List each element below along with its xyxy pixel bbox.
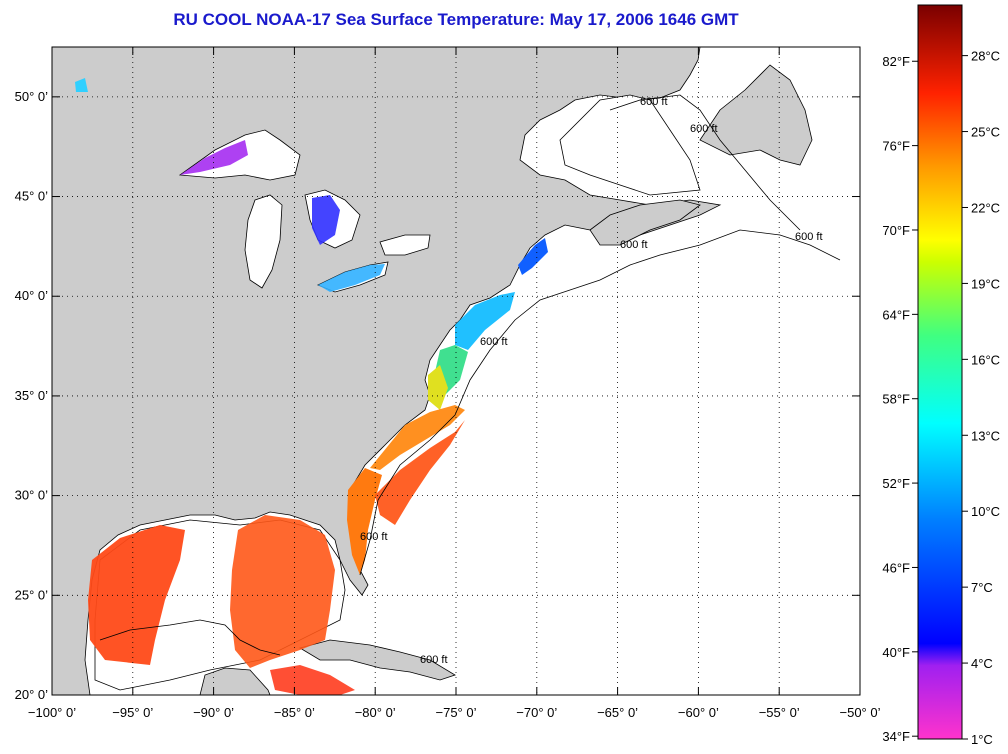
lake-michigan bbox=[244, 194, 283, 289]
contour-label: 600 ft bbox=[480, 336, 508, 348]
sst-swath-gulf-maine bbox=[518, 238, 548, 275]
lon-tick-label: −85° 0’ bbox=[274, 705, 315, 720]
lat-tick-label: 50° 0’ bbox=[15, 89, 49, 104]
colorbar-celsius-label: 4°C bbox=[971, 656, 993, 671]
north-america-land bbox=[52, 47, 722, 695]
contour-label: 600 ft bbox=[640, 96, 668, 108]
labrador-shelf-contour bbox=[609, 94, 801, 231]
newfoundland-land bbox=[699, 64, 813, 166]
graticule bbox=[52, 47, 860, 695]
axis-ticks: −100° 0’ −95° 0’ −90° 0’ −85° 0’ −80° 0’ −75°… bbox=[15, 47, 881, 720]
contour-label: 600 ft bbox=[420, 654, 448, 666]
cuba-land bbox=[298, 639, 456, 681]
sst-swath-caribbean bbox=[270, 665, 355, 695]
shelf-break-contour bbox=[359, 229, 841, 576]
colorbar-ticks: 28°C 25°C 22°C 19°C 16°C 13°C 10°C 7°C 4°C 1°C 82°… bbox=[882, 49, 1000, 747]
lat-tick-label: 40° 0’ bbox=[15, 288, 49, 303]
lon-tick-label: −65° 0’ bbox=[597, 705, 638, 720]
map-title: RU COOL NOAA-17 Sea Surface Temperature:… bbox=[173, 10, 739, 29]
colorbar-fahrenheit-label: 76°F bbox=[882, 139, 910, 154]
gulf-st-lawrence bbox=[559, 94, 701, 196]
colorbar-fahrenheit-label: 82°F bbox=[882, 54, 910, 69]
sst-swath-huron bbox=[312, 195, 340, 245]
nova-scotia-land bbox=[589, 199, 701, 246]
colorbar-celsius-label: 7°C bbox=[971, 580, 993, 595]
lon-tick-label: −80° 0’ bbox=[355, 705, 396, 720]
colorbar-celsius-label: 19°C bbox=[971, 276, 1000, 291]
sst-swath-eastern-gulf bbox=[230, 515, 335, 668]
lon-tick-label: −60° 0’ bbox=[678, 705, 719, 720]
lon-tick-label: −70° 0’ bbox=[516, 705, 557, 720]
contour-label: 600 ft bbox=[795, 231, 823, 243]
colorbar: 28°C 25°C 22°C 19°C 16°C 13°C 10°C 7°C 4°C 1°C 82°… bbox=[882, 4, 1000, 747]
lake-ontario bbox=[379, 234, 431, 256]
colorbar-celsius-label: 13°C bbox=[971, 428, 1000, 443]
contour-label: 600 ft bbox=[690, 123, 718, 135]
colorbar-fahrenheit-label: 52°F bbox=[882, 476, 910, 491]
lat-tick-label: 35° 0’ bbox=[15, 388, 49, 403]
sst-swath-chesapeake bbox=[428, 365, 448, 410]
yucatan-land bbox=[199, 667, 271, 695]
sst-swath-western-gulf bbox=[88, 525, 185, 665]
sst-swath-shelf-north bbox=[455, 292, 515, 350]
gulf-shelf-contour bbox=[99, 619, 281, 656]
lon-tick-label: −100° 0’ bbox=[28, 705, 76, 720]
colorbar-fahrenheit-label: 34°F bbox=[882, 729, 910, 744]
sst-swath-carolinas bbox=[370, 405, 465, 470]
sst-swath-erie bbox=[318, 264, 385, 292]
lat-tick-label: 30° 0’ bbox=[15, 488, 49, 503]
colorbar-celsius-label: 22°C bbox=[971, 200, 1000, 215]
lon-tick-label: −55° 0’ bbox=[759, 705, 800, 720]
contour-label: 600 ft bbox=[620, 239, 648, 251]
sst-swath-gulfstream bbox=[375, 420, 465, 525]
lat-tick-label: 45° 0’ bbox=[15, 189, 49, 204]
colorbar-celsius-label: 1°C bbox=[971, 732, 993, 747]
colorbar-gradient bbox=[917, 4, 963, 740]
colorbar-fahrenheit-label: 70°F bbox=[882, 223, 910, 238]
lat-tick-label: 20° 0’ bbox=[15, 687, 49, 702]
lon-tick-label: −50° 0’ bbox=[840, 705, 881, 720]
lat-tick-label: 25° 0’ bbox=[15, 587, 49, 602]
sst-swath-lake-nipigon bbox=[75, 78, 88, 92]
colorbar-fahrenheit-label: 46°F bbox=[882, 560, 910, 575]
lon-tick-label: −90° 0’ bbox=[193, 705, 234, 720]
colorbar-fahrenheit-label: 64°F bbox=[882, 307, 910, 322]
contour-label: 600 ft bbox=[360, 531, 388, 543]
colorbar-celsius-label: 28°C bbox=[971, 49, 1000, 64]
sst-swath-georgia bbox=[347, 468, 382, 575]
colorbar-fahrenheit-label: 40°F bbox=[882, 645, 910, 660]
colorbar-celsius-label: 25°C bbox=[971, 125, 1000, 140]
colorbar-fahrenheit-label: 58°F bbox=[882, 392, 910, 407]
lon-tick-label: −75° 0’ bbox=[436, 705, 477, 720]
map-panel: 600 ft 600 ft 600 ft 600 ft 600 ft 600 f… bbox=[52, 47, 860, 695]
colorbar-celsius-label: 10°C bbox=[971, 504, 1000, 519]
colorbar-celsius-label: 16°C bbox=[971, 352, 1000, 367]
lon-tick-label: −95° 0’ bbox=[112, 705, 153, 720]
